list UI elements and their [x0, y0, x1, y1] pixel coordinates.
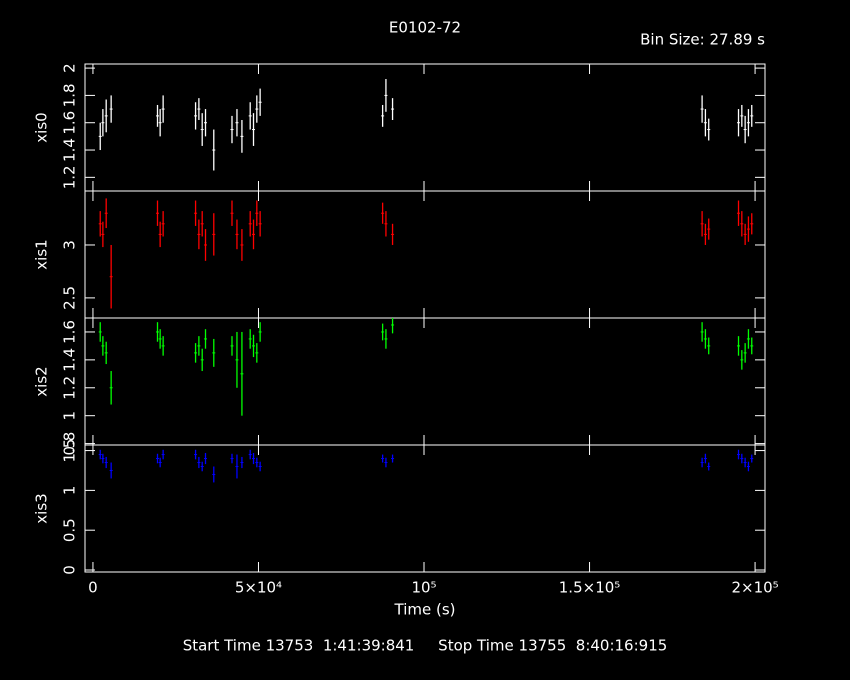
bin-size: Bin Size: 27.89 s: [640, 31, 765, 49]
y-tick-label: 1.8: [61, 83, 79, 107]
panel-frame: [84, 444, 766, 573]
y-tick-label: 2.5: [61, 286, 79, 310]
x-axis-label: Time (s): [394, 601, 456, 619]
y-tick-label: 0.5: [61, 518, 79, 542]
y-tick-label: 1.4: [61, 138, 79, 162]
y-tick-label: 1.2: [61, 165, 79, 189]
y-tick-label: 3: [61, 240, 79, 250]
panel-frame: [84, 63, 766, 192]
y-axis-label: xis1: [33, 239, 51, 269]
y-tick-label: 0: [61, 565, 79, 575]
y-axis-label: xis2: [33, 366, 51, 396]
chart-title: E0102-72: [389, 19, 461, 37]
y-tick-label: 1: [61, 486, 79, 496]
y-tick-label: 1.4: [61, 348, 79, 372]
x-tick-label: 2×10⁵: [731, 579, 778, 597]
y-tick-label: 2: [61, 63, 79, 73]
y-tick-label: 0.8: [61, 432, 79, 456]
footer: Start Time 13753 1:41:39:841 Stop Time 1…: [183, 637, 668, 655]
x-tick-label: 5×10⁴: [235, 579, 282, 597]
y-axis-label: xis3: [33, 493, 51, 523]
y-tick-label: 1.6: [61, 111, 79, 135]
y-tick-label: 1: [61, 411, 79, 421]
x-tick-label: 1.5×10⁵: [559, 579, 621, 597]
y-tick-label: 1.2: [61, 376, 79, 400]
y-axis-label: xis0: [33, 112, 51, 142]
panel-frame: [84, 190, 766, 319]
panel-frame: [84, 317, 766, 446]
y-tick-label: 1.5: [61, 439, 79, 463]
x-tick-label: 10⁵: [411, 579, 436, 597]
x-tick-label: 0: [88, 579, 98, 597]
y-tick-label: 1.6: [61, 320, 79, 344]
